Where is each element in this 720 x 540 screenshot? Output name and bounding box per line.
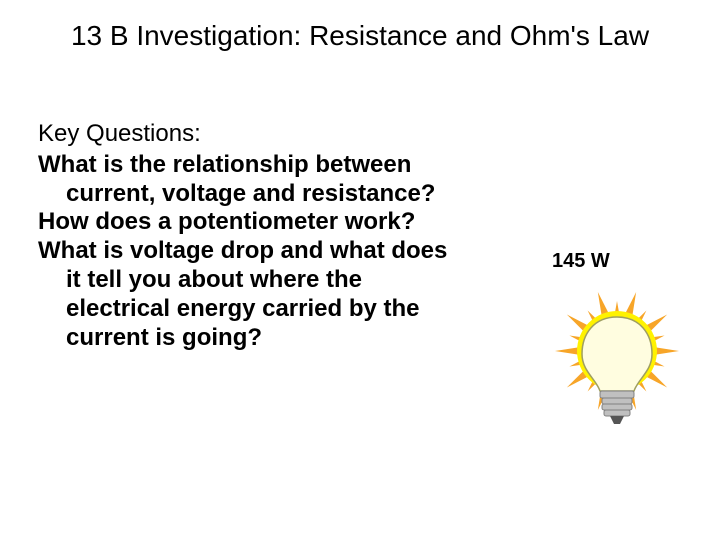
content-block: Key Questions: What is the relationship … xyxy=(38,120,468,352)
key-questions-label: Key Questions: xyxy=(38,120,468,149)
slide-title: 13 B Investigation: Resistance and Ohm's… xyxy=(0,0,720,53)
wattage-label: 145 W xyxy=(532,250,702,273)
bulb-figure: 145 W xyxy=(532,250,702,454)
question-1: What is the relationship between current… xyxy=(66,151,468,209)
question-3: What is voltage drop and what does it te… xyxy=(66,237,468,352)
lightbulb-icon xyxy=(542,279,692,449)
question-2: How does a potentiometer work? xyxy=(66,208,468,237)
